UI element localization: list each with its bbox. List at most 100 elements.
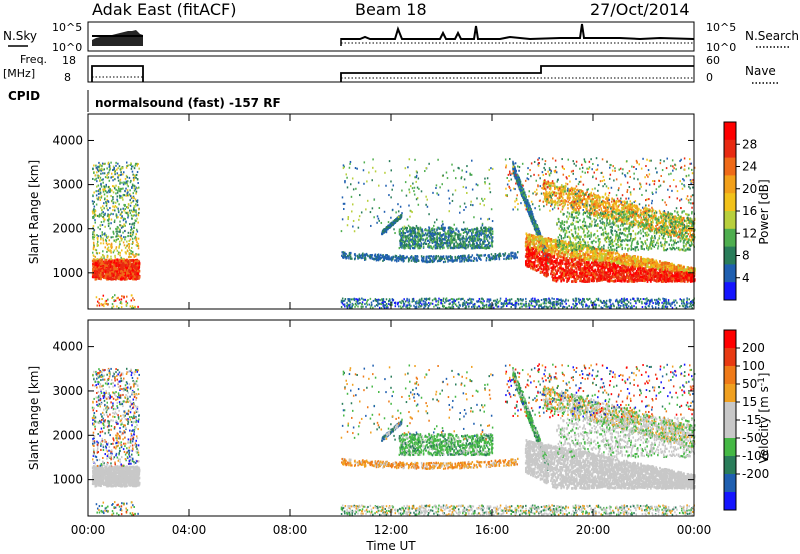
- power-cell: [582, 303, 584, 306]
- power-cell: [565, 299, 567, 302]
- power-cell: [118, 246, 120, 249]
- power-cell: [562, 305, 565, 308]
- power-cell: [508, 302, 510, 305]
- power-cell: [124, 205, 126, 208]
- power-cell: [432, 235, 435, 238]
- power-cell: [489, 303, 491, 306]
- power-cell: [395, 255, 398, 258]
- power-cell: [520, 185, 523, 188]
- power-cell: [663, 306, 665, 309]
- power-cell: [116, 172, 119, 175]
- power-cell: [132, 277, 135, 280]
- power-cell: [447, 259, 450, 262]
- power-cell: [380, 306, 383, 309]
- power-cell: [92, 168, 94, 171]
- power-cell: [100, 196, 103, 199]
- power-cell: [691, 307, 693, 310]
- power-cell: [448, 306, 450, 309]
- power-cell: [117, 185, 120, 188]
- power-cell: [425, 297, 428, 300]
- power-cell: [471, 247, 473, 250]
- power-cell: [133, 206, 135, 209]
- power-cell: [644, 305, 647, 308]
- power-cell: [119, 251, 122, 254]
- power-cell: [95, 277, 98, 280]
- power-cell: [481, 297, 483, 300]
- power-cell: [134, 205, 136, 208]
- power-cell: [486, 298, 489, 301]
- power-cell: [123, 263, 126, 267]
- power-cell: [357, 257, 359, 260]
- power-cell: [136, 217, 138, 220]
- power-cell: [105, 262, 108, 266]
- power-cell: [129, 223, 131, 226]
- power-cell: [531, 217, 533, 220]
- power-cell: [101, 253, 104, 256]
- power-cell: [132, 176, 135, 179]
- power-cell: [590, 300, 592, 303]
- power-cell: [97, 277, 100, 280]
- power-cell: [113, 270, 116, 274]
- power-cell: [438, 257, 441, 260]
- power-cell: [135, 211, 137, 214]
- power-cell: [492, 254, 495, 258]
- power-cell: [124, 182, 127, 185]
- power-cell: [374, 253, 377, 256]
- power-cell: [136, 162, 138, 165]
- power-cell: [398, 230, 401, 233]
- power-cell: [425, 261, 428, 264]
- power-cell: [476, 259, 479, 262]
- power-cell: [449, 302, 451, 305]
- power-cell: [421, 299, 423, 302]
- power-cell: [644, 298, 646, 301]
- power-cell: [131, 184, 134, 187]
- power-cell: [480, 238, 483, 242]
- power-cell: [354, 305, 356, 308]
- power-cell: [369, 306, 372, 309]
- power-cell: [351, 304, 354, 307]
- power-cell: [388, 298, 391, 301]
- power-cell: [123, 203, 125, 206]
- power-cell: [431, 235, 434, 238]
- power-cell: [424, 301, 427, 304]
- power-cell: [100, 221, 103, 224]
- power-cell: [535, 232, 538, 236]
- power-cell: [136, 199, 139, 202]
- power-cell: [119, 254, 121, 257]
- power-cell: [481, 246, 483, 249]
- power-cell: [103, 213, 105, 216]
- power-cell: [100, 183, 102, 186]
- power-cell: [433, 228, 436, 231]
- power-cell: [419, 301, 421, 304]
- power-cell: [688, 302, 690, 305]
- power-cell: [423, 303, 425, 306]
- power-cell: [451, 306, 453, 309]
- power-cell: [430, 255, 433, 258]
- power-cell: [130, 262, 133, 266]
- power-cell: [452, 306, 454, 309]
- power-cell: [404, 236, 407, 239]
- power-cell: [475, 246, 477, 249]
- power-cell: [103, 163, 105, 166]
- power-cell: [99, 191, 102, 194]
- power-cell: [603, 301, 605, 304]
- power-cell: [95, 296, 98, 299]
- power-cell: [469, 235, 472, 238]
- power-cell: [355, 304, 358, 307]
- power-cell: [456, 258, 459, 261]
- power-cell: [561, 300, 563, 303]
- power-cell: [122, 258, 125, 261]
- power-cell: [577, 297, 580, 300]
- power-cell: [113, 264, 116, 267]
- power-cell: [453, 239, 455, 242]
- power-cell: [428, 301, 430, 304]
- power-cell: [610, 306, 612, 309]
- power-cell: [400, 307, 402, 310]
- power-cell: [133, 222, 136, 225]
- power-cell: [132, 196, 135, 199]
- power-cell: [102, 239, 105, 242]
- power-cell: [623, 306, 625, 309]
- power-cell: [124, 236, 127, 239]
- power-cell: [412, 297, 415, 300]
- power-cell: [110, 249, 112, 252]
